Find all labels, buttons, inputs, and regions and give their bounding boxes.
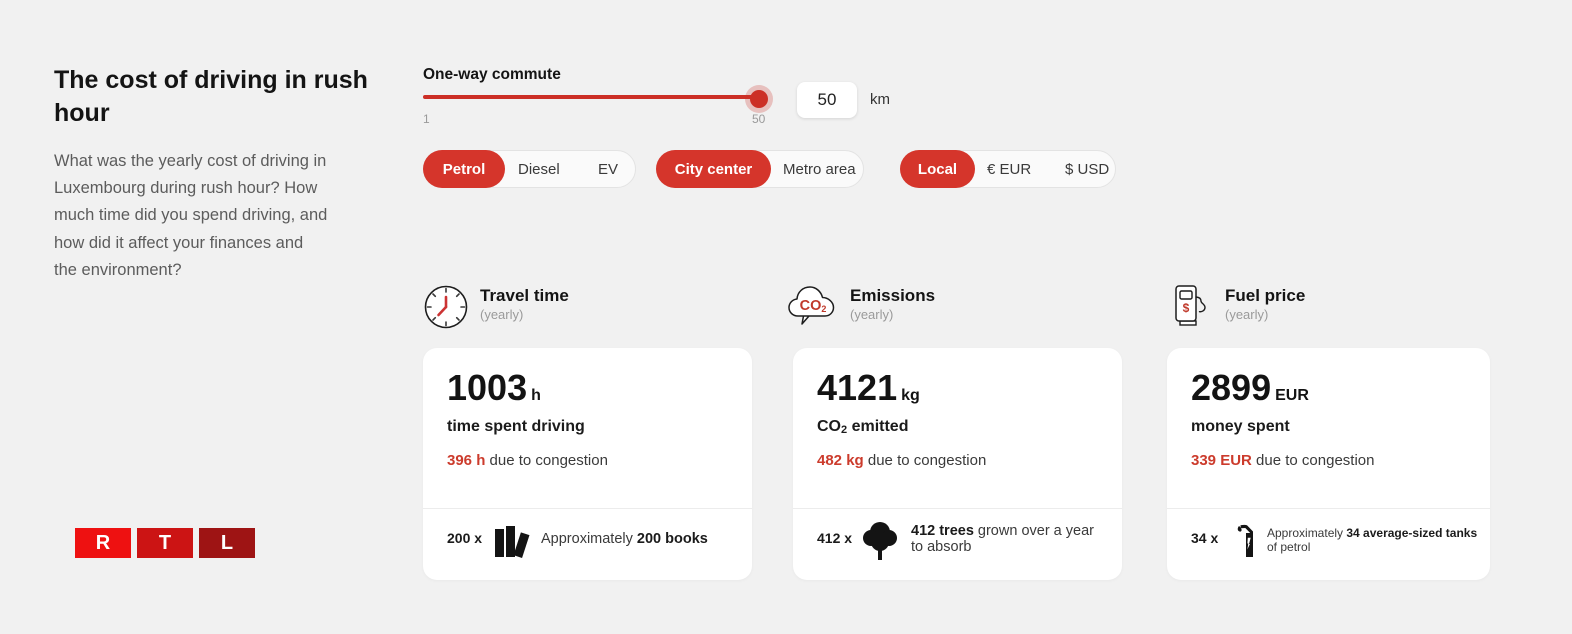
svg-text:$: $ xyxy=(1183,301,1190,315)
